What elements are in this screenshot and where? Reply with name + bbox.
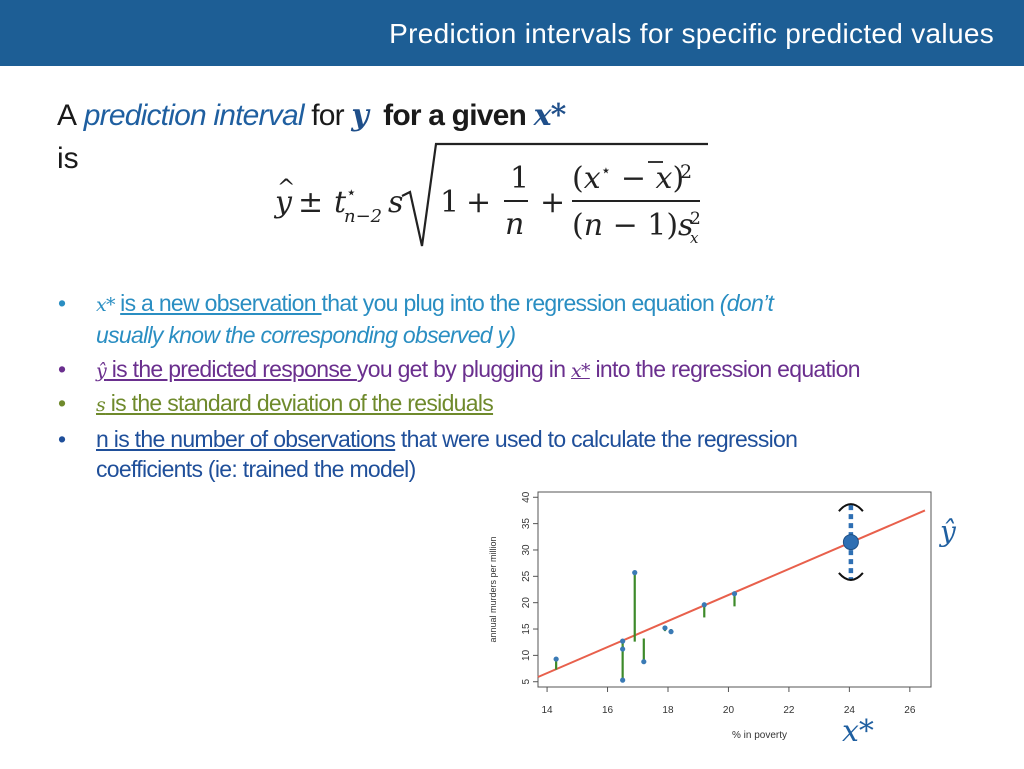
interval-lower-bracket: [838, 572, 864, 581]
intro-xstar-var: x*: [533, 98, 567, 133]
intro-prediction-interval: prediction interval: [83, 99, 305, 132]
x-axis-label: % in poverty: [732, 730, 787, 741]
svg-text:s: s: [388, 185, 403, 220]
y-tick-label: 5: [521, 679, 532, 685]
s-symbol: s: [96, 394, 106, 416]
x-tick-label: 20: [723, 705, 735, 716]
svg-text:y: y: [273, 185, 293, 220]
data-point: [620, 677, 626, 683]
svg-text:+: +: [466, 185, 491, 220]
y-tick-label: 40: [521, 491, 532, 503]
b4-rest1: that were used to calculate the regressi…: [395, 426, 798, 452]
svg-text:n: n: [505, 207, 524, 242]
b4-underlined: n is the number of observations: [96, 426, 396, 452]
data-point: [632, 570, 638, 576]
plot-frame: [537, 491, 932, 688]
x-tick-label: 24: [844, 705, 856, 716]
svg-text:x: x: [690, 229, 699, 247]
bullet-dot: •: [58, 426, 66, 452]
y-tick-label: 15: [521, 623, 532, 635]
bullet-n-observations: • n is the number of observations that w…: [58, 424, 958, 484]
data-point: [662, 625, 668, 631]
svg-text:⋆: ⋆: [346, 183, 357, 203]
b1-rest: that you plug into the regression equati…: [321, 290, 720, 316]
svg-text:±: ±: [298, 185, 323, 220]
x-tick-label: 22: [783, 705, 795, 716]
xstar-symbol-2: x*: [571, 360, 591, 382]
y-axis-label: annual murders per million: [488, 536, 498, 642]
regression-chart: 14 16 18 20 22 24 26 5 10 15 20 25 30 35 40 % in povert…: [488, 491, 932, 741]
slide-title: Prediction intervals for specific predic…: [389, 18, 994, 49]
y-tick-label: 35: [521, 518, 532, 530]
prediction-interval-formula: y ^ ± t ⋆ n−2 s 1 + 1 n + (x⋆ − x) 2 (n …: [273, 142, 708, 247]
svg-text:(n − 1)s: (n − 1)s: [572, 208, 693, 243]
svg-text:n−2: n−2: [344, 206, 382, 227]
bullet-predicted-response: • ŷ is the predicted response you get by…: [58, 354, 958, 386]
data-point: [620, 646, 626, 652]
bullet-dot: •: [58, 290, 66, 316]
svg-text:1: 1: [510, 161, 529, 196]
intro-sentence: A prediction interval for y for a given …: [57, 98, 566, 133]
intro-a: A: [57, 99, 77, 132]
xstar-annotation: x*: [842, 714, 874, 749]
y-tick-label: 30: [521, 544, 532, 556]
b1-italic-line1: (don’t: [719, 290, 774, 316]
data-point: [553, 656, 559, 662]
y-tick-label: 20: [521, 597, 532, 609]
b1-italic-line2: usually know the corresponding observed …: [96, 322, 516, 348]
data-point: [701, 602, 707, 608]
y-tick-label: 25: [521, 570, 532, 582]
data-point: [641, 659, 647, 665]
data-point: [731, 591, 738, 597]
bullet-std-dev: • s is the standard deviation of the res…: [58, 388, 958, 420]
x-tick-label: 18: [662, 705, 674, 716]
b1-underlined: is a new observation: [120, 290, 322, 316]
interval-upper-bracket: [838, 503, 864, 512]
title-banner: Prediction intervals for specific predic…: [0, 0, 1024, 66]
bullet-list: • x* is a new observation that you plug …: [58, 288, 958, 484]
svg-text:2: 2: [680, 161, 692, 183]
predicted-point: [842, 534, 859, 551]
svg-text:^: ^: [277, 176, 295, 201]
bullet-dot: •: [58, 390, 66, 416]
svg-text:2: 2: [690, 209, 701, 229]
regression-line: [537, 509, 926, 678]
bullet-dot: •: [58, 356, 66, 382]
bullet-new-observation: • x* is a new observation that you plug …: [58, 288, 958, 350]
xstar-symbol: x*: [96, 294, 121, 316]
svg-text:t: t: [334, 185, 347, 220]
intro-given: for a given: [383, 99, 527, 132]
x-tick-label: 26: [904, 705, 916, 716]
b3-underlined: is the standard deviation of the residua…: [105, 390, 494, 416]
yhat-symbol: ŷ: [96, 360, 107, 382]
x-tick-label: 14: [542, 705, 554, 716]
x-tick-label: 16: [602, 705, 614, 716]
intro-is: is: [57, 142, 79, 175]
intro-y-var: y: [351, 98, 369, 133]
intro-for: for: [311, 99, 344, 132]
data-point: [620, 638, 626, 644]
svg-text:1: 1: [440, 185, 459, 220]
data-point: [668, 629, 674, 635]
b4-rest2: coefficients (ie: trained the model): [96, 456, 416, 482]
yhat-annotation: ŷ: [940, 515, 956, 548]
svg-text:(x⋆ − x): (x⋆ − x): [572, 161, 684, 196]
b2-underlined: is the predicted response: [106, 356, 357, 382]
svg-text:+: +: [540, 185, 565, 220]
y-tick-label: 10: [521, 649, 532, 661]
b2-rest2: into the regression equation: [589, 356, 861, 382]
b2-rest1: you get by plugging in: [356, 356, 571, 382]
